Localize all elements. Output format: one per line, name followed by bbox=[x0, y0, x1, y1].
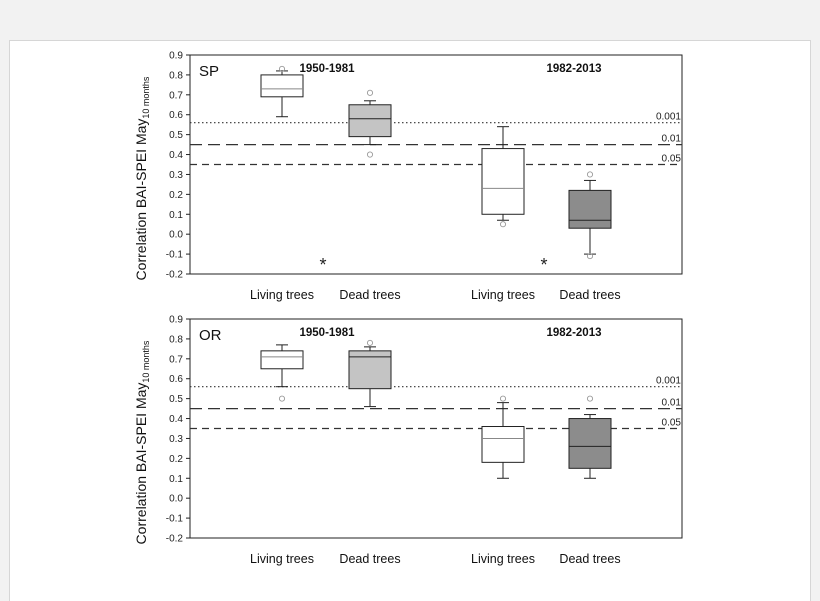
outlier-point bbox=[366, 151, 374, 158]
period-label: 1982-2013 bbox=[547, 63, 602, 75]
box-body bbox=[260, 350, 304, 370]
box-body bbox=[481, 426, 525, 463]
box-3 bbox=[481, 126, 525, 228]
y-tick-label: -0.2 bbox=[166, 534, 184, 545]
outlier-point bbox=[278, 395, 286, 402]
y-tick-label: 0.4 bbox=[169, 414, 183, 425]
x-category-label: Living trees bbox=[471, 552, 535, 566]
y-tick-label: 0.2 bbox=[169, 190, 183, 201]
y-axis-label-subscript: 10 months bbox=[141, 340, 151, 383]
x-category-label: Living trees bbox=[250, 552, 314, 566]
panel-sp: 0.9 0.8 0.7 0.6 0.5 0.4 0.3 0.2 0.1 0.0 -0.1 -0.2 Co… bbox=[133, 51, 683, 302]
y-axis-label: Correlation BAI-SPEI May10 months bbox=[133, 76, 151, 280]
outlier-point bbox=[586, 253, 594, 260]
y-axis-label-main: Correlation BAI-SPEI May bbox=[133, 383, 149, 545]
y-tick-label: 0.9 bbox=[169, 51, 183, 62]
outlier-point bbox=[366, 89, 374, 96]
x-category-label: Dead trees bbox=[339, 288, 400, 302]
y-axis-label-subscript: 10 months bbox=[141, 76, 151, 119]
box-body bbox=[568, 418, 612, 469]
y-axis-label-main: Correlation BAI-SPEI May bbox=[133, 119, 149, 281]
significance-label: 0.05 bbox=[662, 418, 682, 429]
outlier-point bbox=[586, 171, 594, 178]
box-1 bbox=[260, 65, 304, 118]
box-body bbox=[348, 104, 392, 138]
outlier-point bbox=[586, 395, 594, 402]
y-tick-label: 0.9 bbox=[169, 315, 183, 326]
y-tick-label: 0.7 bbox=[169, 354, 183, 365]
x-category-label: Living trees bbox=[471, 288, 535, 302]
y-tick-label: -0.1 bbox=[166, 250, 184, 261]
x-category-label: Living trees bbox=[250, 288, 314, 302]
period-label: 1950-1981 bbox=[300, 63, 356, 75]
box-body bbox=[260, 74, 304, 98]
box-1 bbox=[260, 344, 304, 402]
y-tick-label: 0.0 bbox=[169, 230, 183, 241]
y-tick-label: 0.7 bbox=[169, 90, 183, 101]
y-tick-label: 0.1 bbox=[169, 474, 183, 485]
y-tick-label: 0.4 bbox=[169, 150, 183, 161]
box-4 bbox=[568, 395, 612, 479]
period-label: 1950-1981 bbox=[300, 327, 356, 339]
y-tick-label: -0.2 bbox=[166, 270, 184, 281]
box-2 bbox=[348, 339, 392, 408]
box-3 bbox=[481, 395, 525, 479]
panel-label: SP bbox=[199, 63, 219, 80]
significance-label: 0.05 bbox=[662, 154, 682, 165]
box-4 bbox=[568, 171, 612, 260]
y-tick-label: 0.8 bbox=[169, 70, 183, 81]
significance-asterisk: * bbox=[319, 255, 326, 275]
y-tick-label: 0.3 bbox=[169, 170, 183, 181]
y-tick-label: 0.5 bbox=[169, 394, 183, 405]
significance-label: 0.01 bbox=[662, 134, 682, 145]
box-body bbox=[481, 148, 525, 215]
x-category-label: Dead trees bbox=[339, 552, 400, 566]
y-tick-label: 0.5 bbox=[169, 130, 183, 141]
y-tick-label: 0.6 bbox=[169, 374, 183, 385]
panel-label: OR bbox=[199, 327, 222, 344]
significance-label: 0.001 bbox=[656, 112, 681, 123]
significance-asterisk: * bbox=[540, 255, 547, 275]
panel-or: 0.9 0.8 0.7 0.6 0.5 0.4 0.3 0.2 0.1 0.0 -0.1 -0.2 Co… bbox=[133, 315, 683, 566]
significance-label: 0.001 bbox=[656, 376, 681, 387]
y-tick-label: 0.1 bbox=[169, 210, 183, 221]
y-tick-label: 0.6 bbox=[169, 110, 183, 121]
x-category-label: Dead trees bbox=[559, 288, 620, 302]
y-tick-label: 0.8 bbox=[169, 334, 183, 345]
y-tick-label: 0.0 bbox=[169, 494, 183, 505]
box-body bbox=[568, 189, 612, 229]
outlier-point bbox=[499, 221, 507, 228]
outlier-point bbox=[278, 65, 286, 72]
y-axis-label: Correlation BAI-SPEI May10 months bbox=[133, 340, 151, 544]
y-tick-label: 0.3 bbox=[169, 434, 183, 445]
y-tick-label: -0.1 bbox=[166, 514, 184, 525]
box-2 bbox=[348, 89, 392, 158]
x-category-label: Dead trees bbox=[559, 552, 620, 566]
period-label: 1982-2013 bbox=[547, 327, 602, 339]
outlier-point bbox=[366, 339, 374, 346]
outlier-point bbox=[499, 395, 507, 402]
significance-label: 0.01 bbox=[662, 398, 682, 409]
y-tick-label: 0.2 bbox=[169, 454, 183, 465]
